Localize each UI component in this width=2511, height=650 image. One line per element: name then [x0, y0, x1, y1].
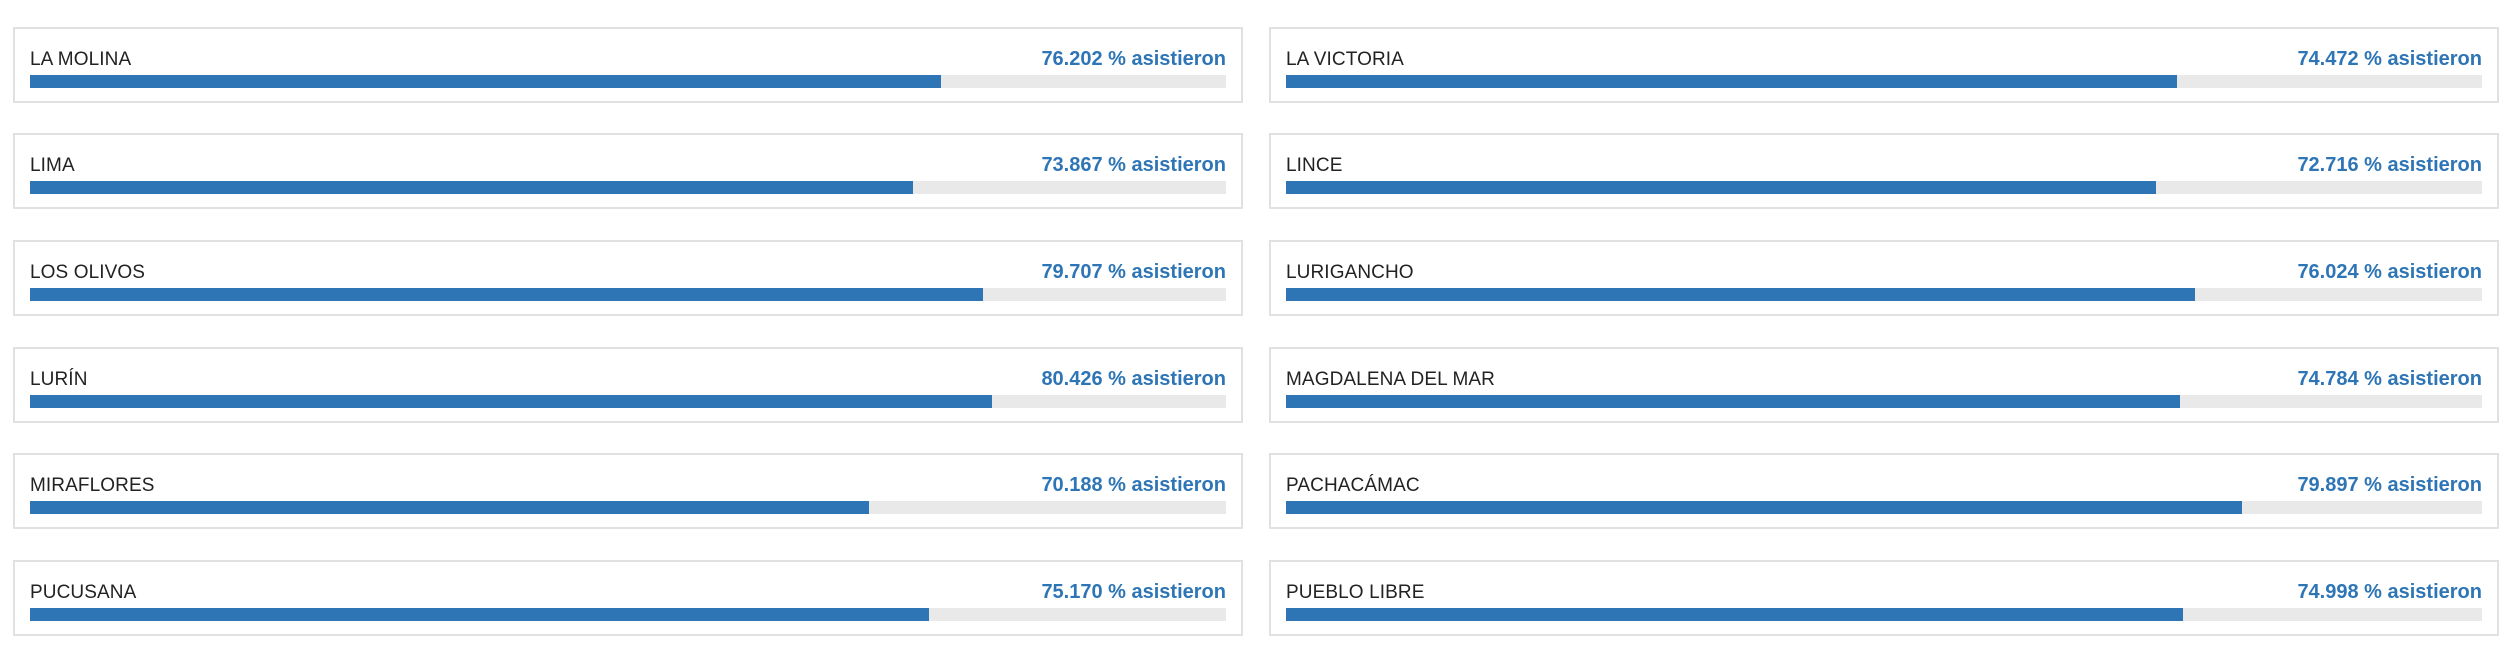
progress-fill	[30, 288, 984, 301]
progress-track	[30, 181, 1226, 194]
district-name: LIMA	[30, 155, 75, 176]
district-name: MIRAFLORES	[30, 475, 155, 496]
attendance-percent: 74.784 % asistieron	[2297, 368, 2482, 390]
district-card: LOS OLIVOS 79.707 % asistieron	[13, 240, 1243, 316]
district-name: LURÍN	[30, 369, 88, 390]
attendance-percent: 75.170 % asistieron	[1041, 581, 1226, 603]
district-name: PUEBLO LIBRE	[1286, 582, 1425, 603]
progress-fill	[30, 395, 992, 408]
progress-track	[1286, 75, 2482, 88]
district-name: LA VICTORIA	[1286, 49, 1404, 70]
attendance-percent: 76.202 % asistieron	[1041, 48, 1226, 70]
progress-track	[1286, 608, 2482, 621]
district-name: PACHACÁMAC	[1286, 475, 1420, 496]
attendance-percent: 79.707 % asistieron	[1041, 261, 1226, 283]
progress-track	[1286, 288, 2482, 301]
district-card: PACHACÁMAC 79.897 % asistieron	[1269, 453, 2499, 529]
district-name: MAGDALENA DEL MAR	[1286, 369, 1495, 390]
progress-fill	[30, 181, 914, 194]
district-name: LINCE	[1286, 155, 1343, 176]
district-card: LIMA 73.867 % asistieron	[13, 133, 1243, 209]
district-name: LURIGANCHO	[1286, 262, 1414, 283]
district-name: PUCUSANA	[30, 582, 137, 603]
progress-fill	[1286, 395, 2181, 408]
attendance-percent: 74.472 % asistieron	[2297, 48, 2482, 70]
progress-track	[30, 75, 1226, 88]
attendance-percent: 73.867 % asistieron	[1041, 154, 1226, 176]
district-card: LURIGANCHO 76.024 % asistieron	[1269, 240, 2499, 316]
progress-track	[30, 501, 1226, 514]
district-card: PUEBLO LIBRE 74.998 % asistieron	[1269, 560, 2499, 636]
attendance-percent: 76.024 % asistieron	[2297, 261, 2482, 283]
district-card: MAGDALENA DEL MAR 74.784 % asistieron	[1269, 347, 2499, 423]
district-card: LA MOLINA 76.202 % asistieron	[13, 27, 1243, 103]
progress-track	[30, 608, 1226, 621]
progress-fill	[1286, 501, 2242, 514]
attendance-percent: 79.897 % asistieron	[2297, 474, 2482, 496]
progress-fill	[30, 501, 870, 514]
district-card: MIRAFLORES 70.188 % asistieron	[13, 453, 1243, 529]
attendance-percent: 74.998 % asistieron	[2297, 581, 2482, 603]
progress-track	[1286, 501, 2482, 514]
progress-track	[30, 288, 1226, 301]
progress-fill	[1286, 75, 2177, 88]
attendance-percent: 80.426 % asistieron	[1041, 368, 1226, 390]
district-card: LINCE 72.716 % asistieron	[1269, 133, 2499, 209]
district-card: LA VICTORIA 74.472 % asistieron	[1269, 27, 2499, 103]
progress-fill	[1286, 608, 2183, 621]
progress-track	[30, 395, 1226, 408]
progress-fill	[30, 608, 930, 621]
progress-fill	[30, 75, 942, 88]
district-name: LA MOLINA	[30, 49, 132, 70]
attendance-percent: 72.716 % asistieron	[2297, 154, 2482, 176]
progress-track	[1286, 395, 2482, 408]
district-card: PUCUSANA 75.170 % asistieron	[13, 560, 1243, 636]
attendance-percent: 70.188 % asistieron	[1041, 474, 1226, 496]
progress-fill	[1286, 181, 2156, 194]
progress-track	[1286, 181, 2482, 194]
progress-fill	[1286, 288, 2196, 301]
district-card: LURÍN 80.426 % asistieron	[13, 347, 1243, 423]
district-name: LOS OLIVOS	[30, 262, 146, 283]
